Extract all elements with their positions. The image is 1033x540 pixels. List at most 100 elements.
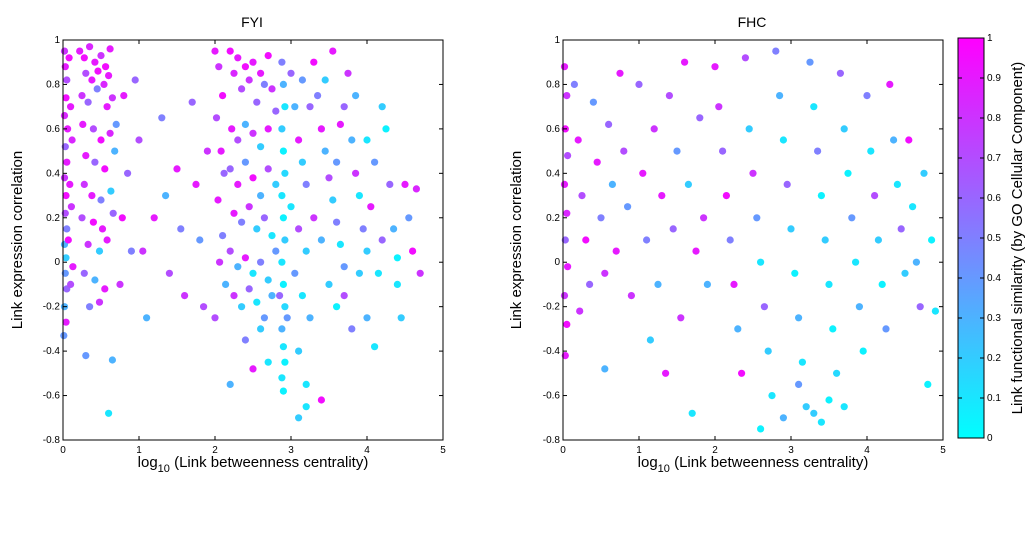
fyi-data-point bbox=[336, 240, 344, 248]
fyi-data-point bbox=[124, 169, 132, 177]
fyi-data-point bbox=[63, 225, 71, 233]
fyi-data-point bbox=[143, 314, 151, 322]
fhc-data-point bbox=[586, 280, 594, 288]
fhc-data-point bbox=[574, 136, 582, 144]
fyi-data-point bbox=[61, 209, 69, 217]
fyi-data-point bbox=[268, 232, 276, 240]
fhc-data-point bbox=[745, 125, 753, 133]
fyi-data-point bbox=[317, 125, 325, 133]
fyi-data-point bbox=[139, 247, 147, 255]
fyi-data-point bbox=[226, 380, 234, 388]
fyi-data-point bbox=[86, 303, 94, 311]
fyi-data-point bbox=[333, 158, 341, 166]
fyi-data-point bbox=[298, 76, 306, 84]
fyi-data-point bbox=[363, 314, 371, 322]
fhc-data-point bbox=[863, 92, 871, 100]
fyi-data-point bbox=[298, 158, 306, 166]
fhc-data-point bbox=[578, 192, 586, 200]
fyi-data-point bbox=[264, 276, 272, 284]
fyi-data-point bbox=[333, 218, 341, 226]
fyi-data-point bbox=[260, 214, 268, 222]
fyi-data-point bbox=[112, 120, 120, 128]
fhc-data-point bbox=[563, 92, 571, 100]
colorbar-label: Link functional similarity (by GO Cellul… bbox=[1009, 62, 1026, 415]
fhc-data-point bbox=[734, 325, 742, 333]
fyi-data-point bbox=[283, 314, 291, 322]
fhc-data-point bbox=[677, 314, 685, 322]
fyi-data-point bbox=[393, 254, 401, 262]
fyi-ytick-label: 0 bbox=[54, 257, 60, 268]
fyi-data-point bbox=[336, 120, 344, 128]
fyi-data-point bbox=[62, 318, 70, 326]
fyi-data-point bbox=[253, 225, 261, 233]
fyi-xtick-label: 3 bbox=[288, 445, 294, 456]
fyi-data-point bbox=[281, 236, 289, 244]
fyi-data-point bbox=[278, 58, 286, 66]
fhc-data-point bbox=[840, 403, 848, 411]
fyi-data-point bbox=[249, 365, 257, 373]
fyi-data-point bbox=[95, 298, 104, 306]
fhc-data-point bbox=[564, 152, 572, 160]
fyi-data-point bbox=[279, 147, 287, 155]
fyi-data-point bbox=[101, 285, 109, 293]
fyi-data-point bbox=[67, 103, 75, 111]
fyi-data-point bbox=[249, 129, 257, 137]
fhc-data-point bbox=[650, 125, 658, 133]
fyi-data-point bbox=[302, 247, 310, 255]
fhc-data-point bbox=[928, 236, 936, 244]
fhc-data-point bbox=[662, 369, 670, 377]
fhc-data-point bbox=[844, 169, 852, 177]
fyi-data-point bbox=[295, 347, 303, 355]
fyi-data-point bbox=[393, 280, 401, 288]
fyi-axes-box bbox=[62, 39, 444, 441]
fhc-title: FHC bbox=[738, 14, 767, 30]
colorbar-tick-label: 0.2 bbox=[987, 353, 1001, 364]
fhc-data-point bbox=[696, 114, 704, 122]
fyi-ytick-label: 0.6 bbox=[46, 124, 60, 135]
fhc-data-point bbox=[738, 369, 746, 377]
fyi-data-point bbox=[212, 114, 221, 122]
fyi-data-point bbox=[86, 43, 94, 51]
fhc-data-point bbox=[730, 280, 738, 288]
fhc-data-point bbox=[688, 409, 696, 417]
fyi-data-point bbox=[264, 52, 272, 60]
fhc-data-point bbox=[905, 136, 913, 144]
fyi-data-point bbox=[249, 174, 257, 182]
fyi-data-point bbox=[97, 136, 105, 144]
colorbar-ticks: 0 0.1 0.2 0.3 0.4 0.5 0.6 0.7 0.8 0.9 1 bbox=[958, 33, 1001, 444]
fhc-data-point bbox=[684, 180, 693, 188]
fyi-data-point bbox=[219, 232, 227, 240]
fhc-data-point bbox=[924, 380, 932, 388]
fhc-xlabel-log: log bbox=[638, 454, 658, 471]
fhc-data-point bbox=[859, 347, 867, 355]
fhc-xlabel: log10 (Link betweenness centrality) bbox=[638, 454, 869, 475]
fyi-data-point bbox=[355, 192, 363, 200]
fhc-xtick-label: 3 bbox=[788, 445, 794, 456]
fyi-data-point bbox=[278, 192, 286, 200]
fhc-data-point bbox=[871, 192, 879, 200]
fyi-data-point bbox=[257, 69, 265, 77]
fhc-data-point bbox=[890, 136, 898, 144]
fyi-data-point bbox=[103, 103, 111, 111]
fyi-data-point bbox=[268, 292, 276, 300]
fyi-data-point bbox=[100, 80, 108, 88]
fhc-data-point bbox=[576, 307, 584, 315]
fyi-data-point bbox=[78, 92, 86, 100]
fyi-data-point bbox=[367, 203, 375, 211]
fyi-data-point bbox=[107, 187, 115, 195]
fyi-data-point bbox=[135, 136, 143, 144]
fhc-data-point bbox=[776, 92, 784, 100]
colorbar-tick-label: 0.1 bbox=[987, 393, 1001, 404]
fyi-data-point bbox=[97, 52, 105, 60]
colorbar-tick-label: 0.8 bbox=[987, 113, 1001, 124]
fhc-ytick-label: 0.4 bbox=[546, 168, 560, 179]
fyi-data-point bbox=[80, 269, 88, 277]
fyi-xtick-label: 2 bbox=[212, 445, 218, 456]
fyi-data-point bbox=[173, 165, 181, 173]
fyi-data-point bbox=[196, 236, 204, 244]
fyi-xtick-label: 0 bbox=[60, 445, 66, 456]
fyi-data-point bbox=[348, 136, 356, 144]
fyi-data-point bbox=[101, 165, 109, 173]
fhc-data-point bbox=[589, 98, 598, 106]
colorbar-tick-label: 0.6 bbox=[987, 193, 1001, 204]
